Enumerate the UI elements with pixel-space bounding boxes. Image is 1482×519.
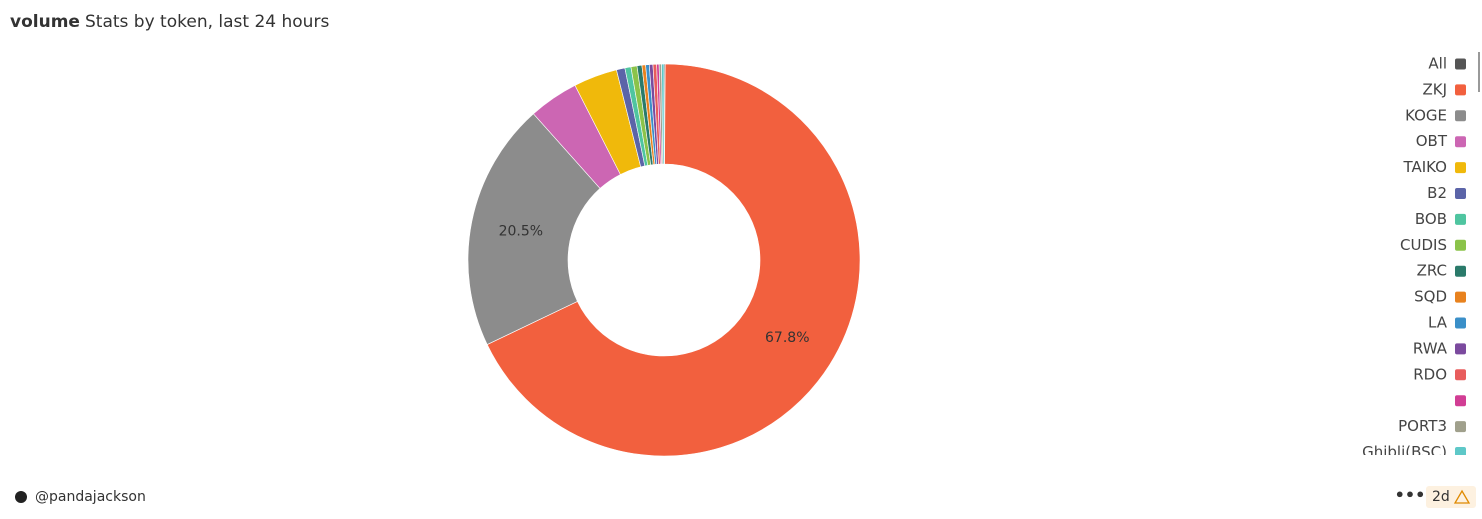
legend-swatch <box>1455 395 1466 407</box>
legend-label: ZRC <box>1417 262 1447 280</box>
legend-swatch <box>1455 421 1466 433</box>
legend-label: OBT <box>1416 132 1448 150</box>
legend-swatch <box>1455 317 1466 329</box>
slice <box>486 63 861 457</box>
author: @pandajackson <box>35 489 146 505</box>
data-label: 67.8% <box>765 330 809 346</box>
data-label: 20.5% <box>499 223 543 239</box>
legend-swatch <box>1455 265 1466 277</box>
legend-swatch <box>1455 58 1466 70</box>
chart-subtitle: Stats by token, last 24 hours <box>85 12 329 32</box>
donut: 67.8% 20.5% <box>467 63 861 457</box>
legend-label: ZKJ <box>1422 80 1447 98</box>
legend-label: RDO <box>1413 365 1447 383</box>
legend-label: SQD <box>1414 288 1447 306</box>
footer: @pandajackson ••• 2d <box>15 486 1476 508</box>
legend-swatch <box>1455 84 1466 96</box>
slice <box>661 63 665 165</box>
legend-swatch <box>1455 162 1466 174</box>
legend-label: CUDIS <box>1400 236 1447 254</box>
legend-swatch <box>1455 369 1466 381</box>
legend-swatch <box>1455 136 1466 148</box>
legend-label: LA <box>1428 314 1448 332</box>
legend-swatch <box>1455 447 1466 455</box>
legend-label: Ghibli(BSC) <box>1362 443 1447 461</box>
author-avatar <box>15 491 27 503</box>
legend-swatch <box>1455 343 1466 355</box>
legend-label: PORT3 <box>1398 417 1447 435</box>
legend-label: B2 <box>1427 184 1447 202</box>
legend-swatch <box>1455 239 1466 251</box>
legend-label: All <box>1428 55 1447 73</box>
menu-button[interactable]: ••• <box>1395 486 1426 505</box>
legend-label: KOGE <box>1405 106 1447 124</box>
warning-icon <box>1453 489 1471 504</box>
legend-swatch <box>1455 291 1466 303</box>
legend-swatch <box>1455 188 1466 199</box>
chart-title: volume <box>10 12 80 32</box>
age: 2d <box>1432 489 1450 505</box>
legend-swatch <box>1455 110 1466 122</box>
slice <box>467 113 601 345</box>
legend-swatch <box>1455 213 1466 225</box>
legend-label: TAIKO <box>1402 158 1447 176</box>
legend-label: BOB <box>1415 210 1447 228</box>
legend-label: RWA <box>1413 339 1448 357</box>
legend: All ZKJ KOGE OBT TAIKO B2 BOB CUDIS ZRC SQD LA RWA R… <box>1362 55 1466 461</box>
